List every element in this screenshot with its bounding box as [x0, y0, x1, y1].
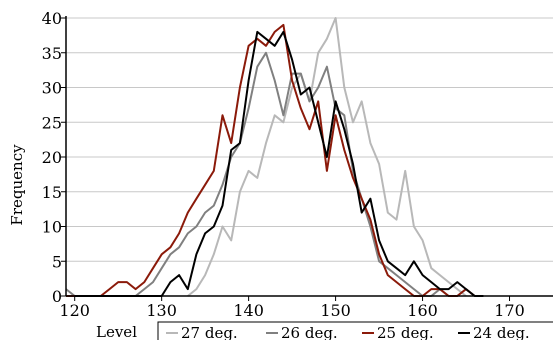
y-tick-label: 25	[42, 113, 62, 132]
axes	[65, 16, 553, 297]
legend: 27 deg. 26 deg. 25 deg. 24 deg.	[157, 321, 553, 342]
series-line	[65, 51, 476, 297]
series-line	[74, 30, 484, 297]
y-tick-label: 35	[42, 44, 62, 63]
y-tick-label: 15	[42, 183, 62, 202]
y-tick-labels: 0 5 10 15 20 25 30 35 40	[42, 9, 66, 306]
x-tick-label: 140	[233, 301, 264, 320]
legend-frame	[157, 321, 553, 340]
y-axis-title: Frequency	[8, 144, 26, 226]
grid-lines	[66, 17, 553, 262]
y-tick-label: 10	[42, 218, 62, 237]
legend-label: 25 deg.	[377, 324, 434, 340]
y-tick-label: 20	[42, 148, 62, 167]
y-tick-label: 0	[52, 287, 62, 306]
x-axis-title: Level	[96, 323, 137, 340]
legend-label: 27 deg.	[181, 324, 238, 340]
x-tick-labels: 120 130 140 150 160 170	[59, 296, 525, 320]
y-tick-label: 30	[42, 79, 62, 98]
x-tick-label: 150	[320, 301, 351, 320]
legend-label: 26 deg.	[281, 324, 338, 340]
series-line	[187, 17, 467, 297]
legend-label: 24 deg.	[473, 324, 530, 340]
x-tick-label: 130	[146, 301, 177, 320]
series-line	[66, 23, 476, 297]
x-tick-label: 160	[407, 301, 438, 320]
x-tick-label: 120	[59, 301, 90, 320]
y-tick-label: 40	[42, 9, 62, 28]
y-tick-label: 5	[52, 252, 62, 271]
x-tick-label: 170	[494, 301, 525, 320]
